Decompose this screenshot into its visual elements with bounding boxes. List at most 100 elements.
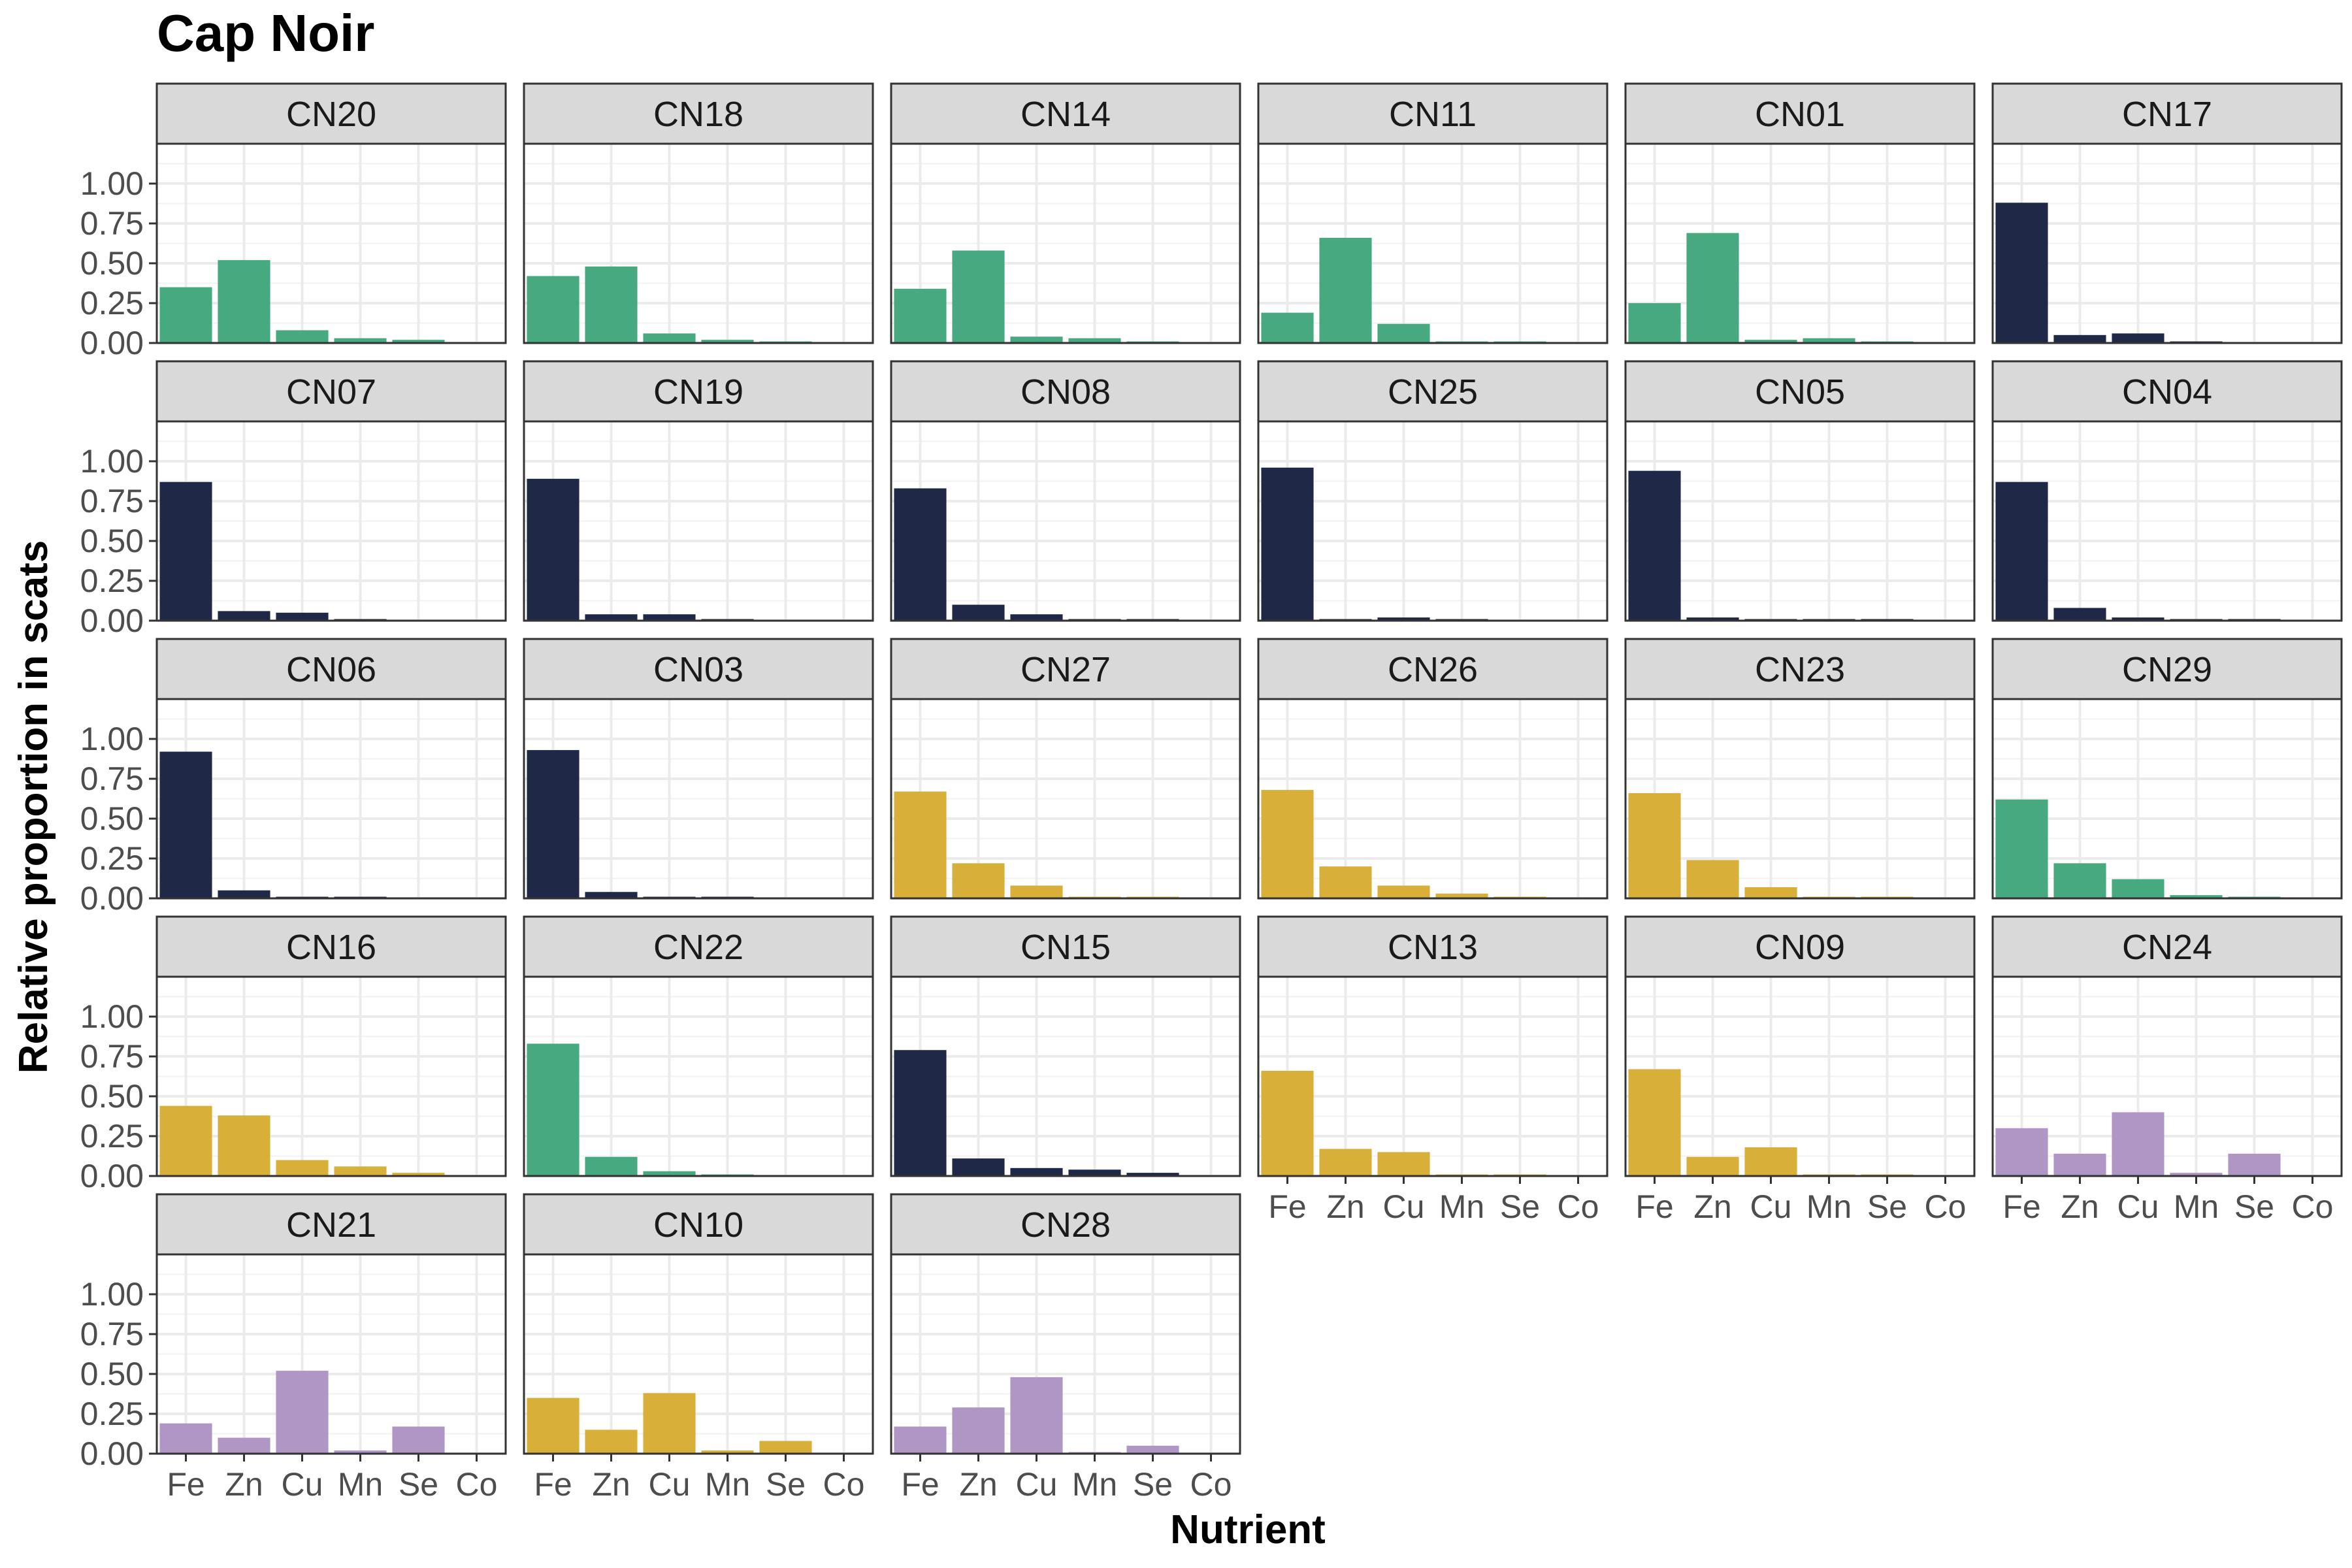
panel-border — [890, 420, 1241, 622]
panel-strip-label: CN16 — [286, 928, 376, 967]
bar-cn18-zn — [585, 266, 638, 343]
y-tick-label: 0.50 — [80, 1078, 144, 1115]
bar-cn28-se — [1126, 1445, 1179, 1454]
panel-strip-label: CN28 — [1021, 1205, 1111, 1245]
panel-cn27: CN27 — [890, 638, 1241, 900]
panel-strip-label: CN15 — [1021, 928, 1111, 967]
bar-cn20-mn — [334, 338, 387, 343]
x-tick-label: Zn — [592, 1466, 630, 1503]
bar-cn08-cu — [1010, 614, 1063, 621]
bar-cn29-fe — [1995, 799, 2048, 898]
panel-border — [1991, 698, 2343, 900]
x-tick-label: Co — [1190, 1466, 1232, 1503]
x-tick-label: Zn — [1693, 1188, 1731, 1225]
x-tick-label: Cu — [1383, 1188, 1425, 1225]
bar-cn16-se — [392, 1173, 445, 1176]
bar-cn11-zn — [1319, 237, 1372, 343]
y-tick-label: 1.00 — [80, 165, 144, 202]
bar-cn20-se — [392, 340, 445, 343]
panel-cn11: CN11 — [1257, 82, 1609, 344]
panel-strip — [1257, 915, 1609, 978]
bar-cn21-se — [392, 1426, 445, 1454]
y-tick-label: 0.50 — [80, 523, 144, 559]
bar-cn07-fe — [159, 482, 212, 621]
panel-cn05: CN05 — [1624, 360, 1976, 622]
panel-border — [523, 142, 874, 344]
panel-strip-label: CN04 — [2122, 372, 2212, 412]
panel-border — [1991, 142, 2343, 344]
bar-cn14-zn — [952, 250, 1005, 343]
x-tick-label: Se — [1500, 1188, 1540, 1225]
bar-cn21-fe — [159, 1423, 212, 1454]
y-tick-label: 0.00 — [80, 880, 144, 917]
bar-cn23-zn — [1686, 860, 1739, 898]
bar-cn01-fe — [1628, 303, 1681, 343]
bar-cn10-fe — [527, 1397, 580, 1454]
y-tick-label: 0.25 — [80, 285, 144, 321]
bar-cn23-cu — [1744, 887, 1797, 898]
bar-cn21-cu — [276, 1371, 329, 1454]
x-tick-label: Mn — [1072, 1466, 1117, 1503]
panel-strip-label: CN24 — [2122, 928, 2212, 967]
x-tick-label: Se — [1867, 1188, 1907, 1225]
y-tick-label: 0.75 — [80, 205, 144, 242]
panel-strip — [155, 638, 507, 700]
y-tick-label: 1.00 — [80, 443, 144, 480]
bar-cn22-fe — [527, 1043, 580, 1176]
bar-cn11-cu — [1377, 323, 1430, 343]
x-tick-label: Zn — [1326, 1188, 1364, 1225]
panel-strip-label: CN10 — [653, 1205, 743, 1245]
bar-cn21-zn — [218, 1437, 270, 1454]
panel-border — [1257, 420, 1609, 622]
panel-cn28: CN28 Fe Zn Cu Mn Se Co — [890, 1193, 1241, 1503]
panel-strip — [1624, 638, 1976, 700]
bar-cn27-cu — [1010, 885, 1063, 898]
panel-border — [890, 698, 1241, 900]
x-tick-label: Co — [823, 1466, 865, 1503]
bar-cn08-fe — [894, 488, 947, 621]
bar-cn07-zn — [218, 611, 270, 621]
x-tick-label: Cu — [2117, 1188, 2159, 1225]
panel-border — [1624, 420, 1976, 622]
y-tick-label: 0.25 — [80, 563, 144, 599]
bar-cn01-mn — [1803, 338, 1855, 343]
panel-cn23: CN23 — [1624, 638, 1976, 900]
bar-cn15-zn — [952, 1158, 1005, 1176]
y-tick-label: 0.00 — [80, 602, 144, 639]
panel-border — [1257, 975, 1609, 1177]
x-tick-label: Se — [399, 1466, 438, 1503]
x-tick-label: Se — [1133, 1466, 1173, 1503]
panel-cn24: CN24 Fe Zn Cu Mn Se Co — [1991, 915, 2343, 1225]
bar-cn17-cu — [2112, 333, 2164, 343]
y-tick-label: 0.75 — [80, 760, 144, 797]
bar-cn14-mn — [1068, 338, 1121, 343]
bar-cn28-fe — [894, 1426, 947, 1454]
panel-strip-label: CN25 — [1388, 372, 1478, 412]
bar-cn16-mn — [334, 1166, 387, 1176]
bar-cn04-fe — [1995, 482, 2048, 621]
bar-cn22-cu — [643, 1171, 696, 1176]
bar-cn14-cu — [1010, 336, 1063, 343]
bar-cn01-cu — [1744, 340, 1797, 343]
panel-border — [523, 1253, 874, 1455]
panel-border — [155, 142, 507, 344]
bar-cn26-zn — [1319, 866, 1372, 898]
bar-cn26-mn — [1435, 893, 1488, 898]
panel-strip — [890, 360, 1241, 423]
x-tick-label: Fe — [1268, 1188, 1306, 1225]
x-tick-label: Mn — [338, 1466, 383, 1503]
bar-cn10-zn — [585, 1429, 638, 1454]
x-tick-label: Cu — [1016, 1466, 1058, 1503]
y-tick-label: 0.75 — [80, 1316, 144, 1352]
bar-cn17-zn — [2053, 335, 2106, 343]
bar-cn16-zn — [218, 1115, 270, 1176]
bar-cn01-zn — [1686, 233, 1739, 343]
panel-cn01: CN01 — [1624, 82, 1976, 344]
bar-cn18-fe — [527, 276, 580, 343]
bar-cn09-fe — [1628, 1069, 1681, 1176]
panel-border — [523, 420, 874, 622]
bar-cn24-fe — [1995, 1128, 2048, 1176]
y-tick-label: 0.25 — [80, 840, 144, 877]
panel-strip-label: CN03 — [653, 650, 743, 689]
panel-cn17: CN17 — [1991, 82, 2343, 344]
